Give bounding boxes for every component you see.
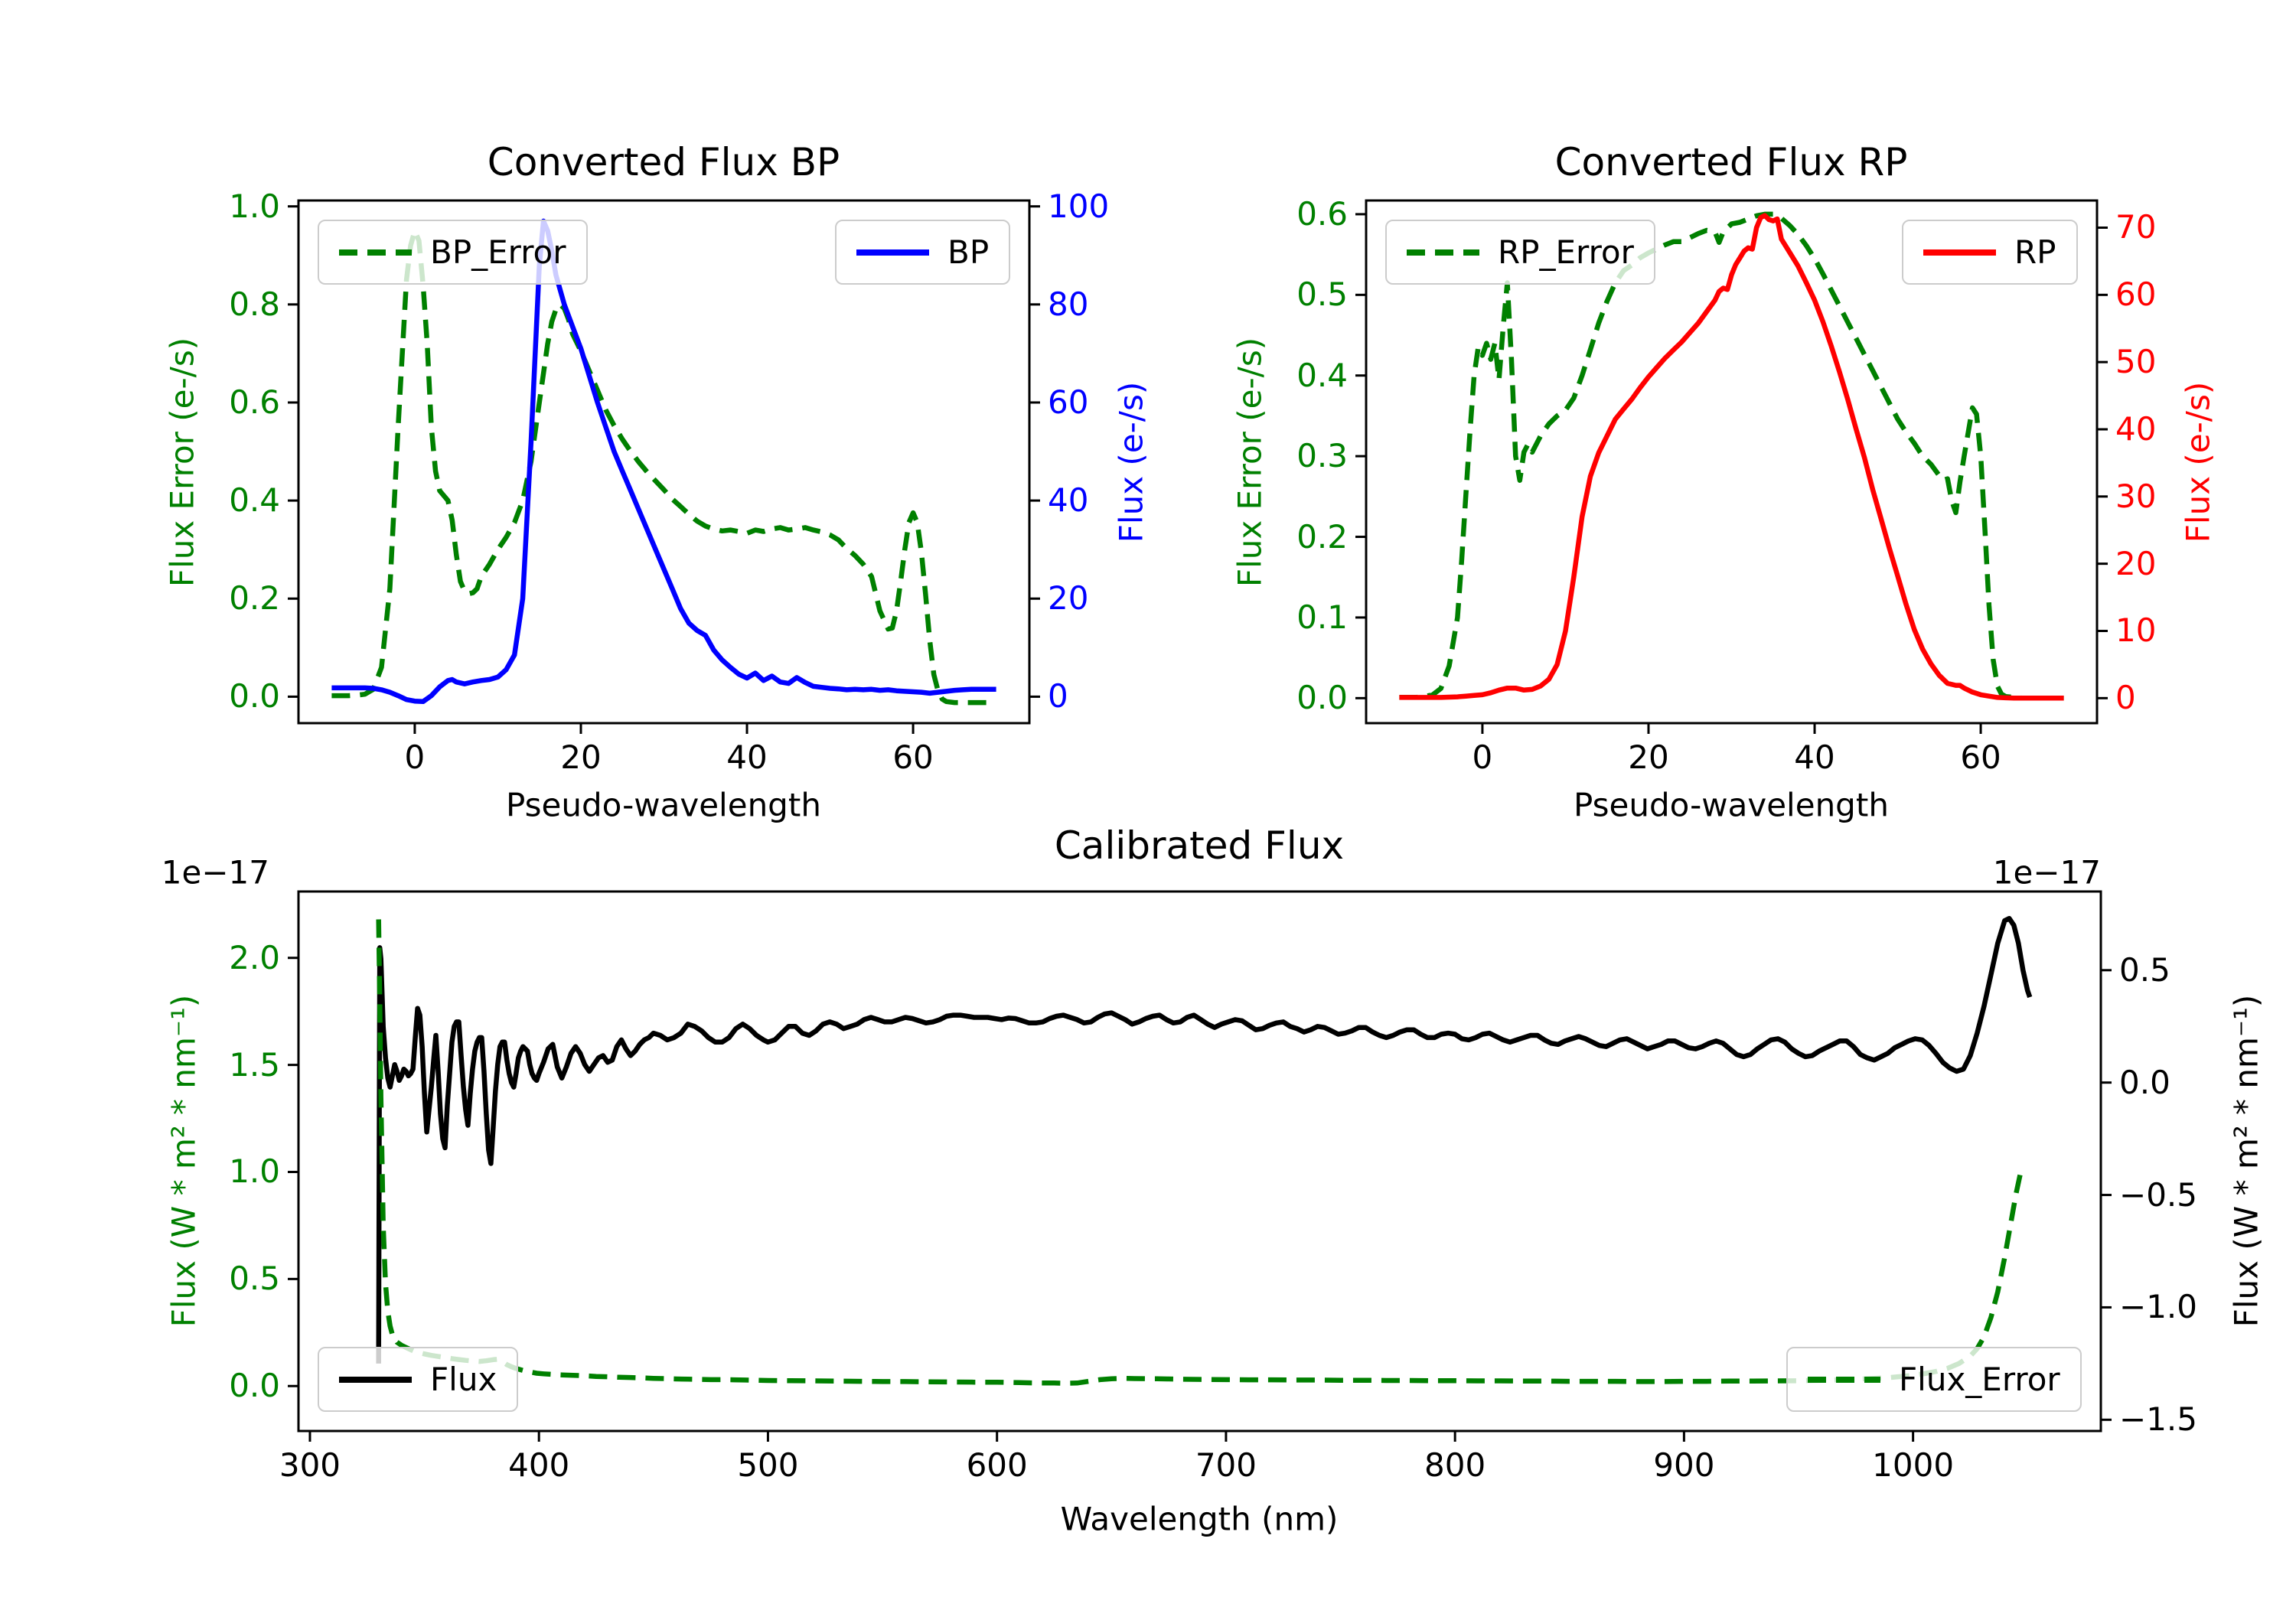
rp-ytick-left-label: 0.4 <box>1296 356 1348 394</box>
cal-ytick-right-label: −1.0 <box>2119 1288 2197 1326</box>
calibrated-legend-flux-error: Flux_Error <box>1786 1347 2082 1412</box>
bp-plot-area <box>288 199 1040 734</box>
cal-ytick-right-label: −0.5 <box>2119 1175 2197 1214</box>
bp-xtick-label: 40 <box>726 738 768 776</box>
rp-ytick-left-label: 0.2 <box>1296 517 1348 556</box>
bp-yaxis-left-label: Flux Error (e-/s) <box>163 337 201 588</box>
calibrated-xaxis-label: Wavelength (nm) <box>1060 1500 1339 1538</box>
bp-ytick-left-label: 0.0 <box>229 677 280 715</box>
rp-xtick-label: 40 <box>1794 738 1835 776</box>
bp-ytick-right-label: 60 <box>1048 383 1089 421</box>
calibrated-legend-flux-label: Flux <box>430 1361 497 1398</box>
cal-xtick-label: 900 <box>1653 1446 1715 1484</box>
calibrated-right-offset-text: 1e−17 <box>1992 853 2101 892</box>
cal-ytick-left-label: 1.5 <box>229 1045 280 1084</box>
bp-ytick-right-label: 0 <box>1048 677 1068 715</box>
bp-ytick-left-label: 0.4 <box>229 481 280 520</box>
bp-xtick-label: 60 <box>892 738 934 776</box>
bp-xaxis-label: Pseudo-wavelength <box>506 786 821 824</box>
calibrated-plot-area <box>288 890 2112 1442</box>
rp-ytick-right-label: 60 <box>2115 275 2157 314</box>
rp-ytick-left-label: 0.5 <box>1296 275 1348 314</box>
rp-legend-rp-label: RP <box>2014 233 2056 271</box>
cal-ytick-left-label: 0.0 <box>229 1367 280 1405</box>
rp-legend-rp-error: RP_Error <box>1385 220 1655 285</box>
calibrated-legend-flux-error-label: Flux_Error <box>1899 1361 2060 1398</box>
flux-line-sample-icon <box>339 1376 412 1383</box>
cal-xtick-label: 1000 <box>1872 1446 1955 1484</box>
rp-ytick-right-label: 50 <box>2115 343 2157 381</box>
cal-ytick-left-label: 2.0 <box>229 938 280 976</box>
calibrated-yaxis-left-label: Flux (W * m² * nm⁻¹) <box>165 994 203 1328</box>
cal-ytick-left-label: 1.0 <box>229 1152 280 1191</box>
bp-ytick-right-label: 40 <box>1048 481 1089 520</box>
rp-error-line-sample-icon <box>1407 249 1479 256</box>
rp-ytick-left-label: 0.6 <box>1296 194 1348 233</box>
calibrated-legend-flux: Flux <box>318 1347 519 1412</box>
rp-xtick-label: 0 <box>1472 738 1493 776</box>
flux-error-line-sample-icon <box>1808 1376 1880 1383</box>
bp-legend-bp: BP <box>835 220 1011 285</box>
rp-ytick-right-label: 30 <box>2115 477 2157 515</box>
bp-ytick-right-label: 80 <box>1048 285 1089 323</box>
bp-error-line-sample-icon <box>339 249 412 256</box>
cal-ytick-right-label: 0.0 <box>2119 1063 2170 1101</box>
bp-xtick-label: 20 <box>560 738 602 776</box>
rp-ytick-right-label: 70 <box>2115 208 2157 246</box>
bp-ytick-left-label: 0.6 <box>229 383 280 421</box>
cal-xtick-label: 500 <box>737 1446 799 1484</box>
cal-ytick-right-label: 0.5 <box>2119 950 2170 989</box>
rp-ytick-left-label: 0.3 <box>1296 437 1348 475</box>
rp-xtick-label: 60 <box>1960 738 2001 776</box>
rp-plot-title: Converted Flux RP <box>1554 140 1908 184</box>
rp-xaxis-label: Pseudo-wavelength <box>1574 786 1889 824</box>
rp-ytick-right-label: 10 <box>2115 611 2157 650</box>
bp-legend-bp-label: BP <box>947 233 990 271</box>
bp-ytick-left-label: 1.0 <box>229 187 280 225</box>
rp-xtick-label: 20 <box>1628 738 1669 776</box>
bp-legend-bp-error-label: BP_Error <box>430 233 566 271</box>
cal-xtick-label: 600 <box>966 1446 1028 1484</box>
bp-yaxis-right-label: Flux (e-/s) <box>1112 381 1150 543</box>
cal-xtick-label: 400 <box>508 1446 570 1484</box>
rp-legend-rp: RP <box>1902 220 2078 285</box>
calibrated-left-offset-text: 1e−17 <box>161 853 269 892</box>
calibrated-plot-title: Calibrated Flux <box>1054 823 1345 868</box>
rp-ytick-right-label: 20 <box>2115 544 2157 582</box>
rp-ytick-right-label: 40 <box>2115 409 2157 448</box>
cal-xtick-label: 800 <box>1424 1446 1486 1484</box>
rp-ytick-right-label: 0 <box>2115 679 2136 717</box>
rp-yaxis-left-label: Flux Error (e-/s) <box>1231 337 1269 588</box>
bp-legend-bp-error: BP_Error <box>318 220 588 285</box>
bp-plot-title: Converted Flux BP <box>487 140 840 184</box>
cal-ytick-right-label: −1.5 <box>2119 1400 2197 1439</box>
bp-ytick-left-label: 0.8 <box>229 285 280 323</box>
bp-line-sample-icon <box>856 249 929 256</box>
rp-ytick-left-label: 0.0 <box>1296 679 1348 717</box>
cal-ytick-left-label: 0.5 <box>229 1260 280 1298</box>
rp-yaxis-right-label: Flux (e-/s) <box>2179 381 2217 543</box>
rp-plot-area <box>1355 199 2108 734</box>
bp-ytick-right-label: 100 <box>1048 187 1110 225</box>
rp-ytick-left-label: 0.1 <box>1296 598 1348 636</box>
calibrated-yaxis-right-label: Flux (W * m² * nm⁻¹) <box>2227 994 2265 1328</box>
bp-xtick-label: 0 <box>404 738 426 776</box>
cal-xtick-label: 700 <box>1195 1446 1257 1484</box>
rp-line-sample-icon <box>1923 249 1996 256</box>
rp-legend-rp-error-label: RP_Error <box>1498 233 1634 271</box>
bp-ytick-right-label: 20 <box>1048 579 1089 618</box>
bp-ytick-left-label: 0.2 <box>229 579 280 618</box>
cal-xtick-label: 300 <box>279 1446 341 1484</box>
